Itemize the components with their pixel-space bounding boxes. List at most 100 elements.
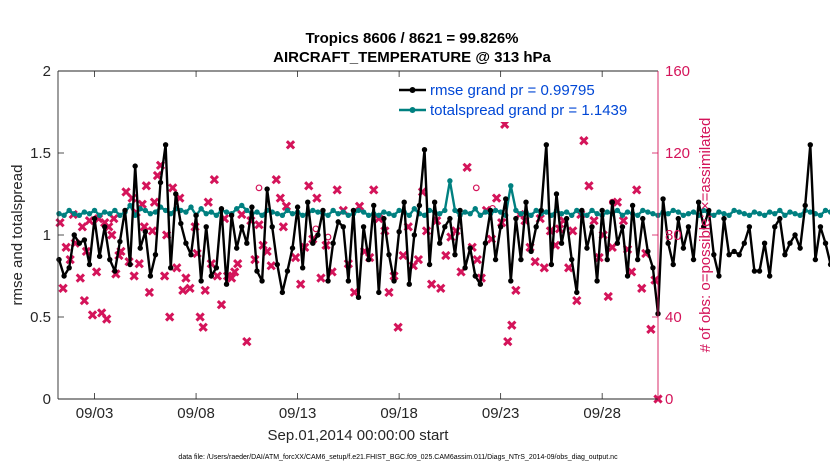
rmse-point [431, 199, 438, 205]
obs-assimilated-marker [129, 271, 139, 281]
legend: rmse grand pr = 0.99795 totalspread gran… [396, 80, 654, 122]
rmse-point [239, 224, 245, 230]
totalspread-point [442, 207, 448, 214]
totalspread-point [558, 210, 565, 217]
rmse-point [447, 215, 453, 222]
rmse-point [117, 238, 123, 245]
obs-assimilated-marker [295, 279, 306, 289]
rmse-point [203, 224, 209, 230]
totalspread-point [772, 210, 778, 217]
rmse-point [721, 215, 727, 222]
obs-assimilated-marker [102, 314, 112, 324]
rmse-point [299, 265, 306, 271]
totalspread-point [142, 207, 149, 214]
obs-assimilated-marker [271, 174, 281, 185]
obs-assimilated-marker [436, 283, 446, 293]
legend-box [396, 80, 654, 122]
x-tick-label: 09/13 [279, 405, 317, 422]
rmse-point [579, 207, 585, 214]
obs-assimilated-marker [216, 300, 227, 310]
y-left-tick-label: 0 [43, 391, 51, 408]
obs-assimilated-marker [507, 320, 517, 330]
rmse-point [690, 256, 697, 263]
obs-assimilated-marker [426, 279, 437, 289]
totalspread-point [452, 207, 458, 214]
totalspread-point [76, 212, 83, 219]
x-tick-label: 09/28 [583, 405, 621, 422]
totalspread-point [807, 209, 813, 215]
totalspread-point [102, 209, 108, 215]
rmse-point [102, 224, 108, 230]
totalspread-point [675, 209, 682, 215]
rmse-point [218, 206, 225, 212]
totalspread-point [340, 209, 346, 215]
rmse-point [244, 240, 250, 246]
rmse-point [574, 289, 580, 296]
rmse-point [817, 224, 824, 230]
totalspread-point [345, 212, 352, 219]
rmse-point [178, 220, 184, 227]
obs-assimilated-marker [632, 185, 642, 195]
rmse-point [188, 251, 194, 258]
totalspread-point [117, 212, 123, 219]
totalspread-point [147, 210, 154, 217]
chart-title-line2: AIRCRAFT_TEMPERATURE @ 313 hPa [273, 49, 551, 66]
rmse-point [91, 215, 98, 222]
obs-assimilated-marker [618, 215, 629, 226]
obs-assimilated-marker [87, 310, 98, 320]
totalspread-point [462, 209, 468, 215]
obs-assimilated-marker [209, 174, 220, 185]
totalspread-point [513, 207, 519, 214]
rmse-point [208, 273, 214, 279]
totalspread-point [360, 209, 367, 215]
obs-assimilated-marker [312, 193, 322, 203]
rmse-point [127, 261, 133, 268]
obs-assimilated-marker [589, 215, 599, 226]
rmse-point [492, 256, 499, 263]
obs-assimilated-marker [91, 267, 102, 277]
rmse-point [183, 240, 189, 246]
rmse-point [614, 240, 621, 246]
rmse-point [482, 240, 489, 246]
obs-assimilated-marker [603, 291, 613, 302]
totalspread-point [91, 207, 98, 214]
obs-assimilated-marker [384, 287, 394, 298]
rmse-point [330, 240, 336, 246]
totalspread-point [208, 209, 214, 215]
totalspread-point [690, 209, 697, 215]
rmse-series [56, 142, 830, 317]
totalspread-point [797, 212, 803, 219]
rmse-point [66, 265, 72, 271]
rmse-point [797, 245, 803, 251]
totalspread-point [299, 212, 306, 219]
totalspread-point [518, 210, 524, 217]
totalspread-point [284, 207, 291, 214]
totalspread-point [96, 212, 103, 219]
totalspread-point [650, 210, 656, 217]
rmse-point [107, 256, 113, 263]
totalspread-point [244, 207, 250, 214]
obs-assimilated-marker [568, 226, 578, 236]
rmse-point [680, 245, 687, 251]
y-axis-right-label: # of obs: o=possible; ×=assimilated [697, 118, 714, 353]
obs-assimilated-marker [168, 183, 178, 193]
rmse-point [497, 224, 504, 230]
rmse-point [452, 251, 458, 258]
totalspread-point [827, 209, 830, 215]
rmse-point [142, 229, 149, 235]
legend-spread-label: totalspread grand pr = 1.1439 [430, 102, 627, 119]
totalspread-point [315, 209, 321, 215]
obs-assimilated-marker [152, 170, 163, 181]
rmse-point [472, 273, 478, 279]
rmse-point [112, 268, 118, 274]
rmse-point [457, 207, 463, 214]
rmse-point [802, 202, 808, 209]
totalspread-point [589, 207, 595, 214]
totalspread-point [71, 210, 77, 217]
rmse-point [173, 191, 179, 197]
totalspread-point [700, 207, 707, 214]
y-right-tick-label: 40 [665, 309, 682, 326]
rmse-point [426, 261, 433, 268]
totalspread-point [66, 207, 72, 214]
